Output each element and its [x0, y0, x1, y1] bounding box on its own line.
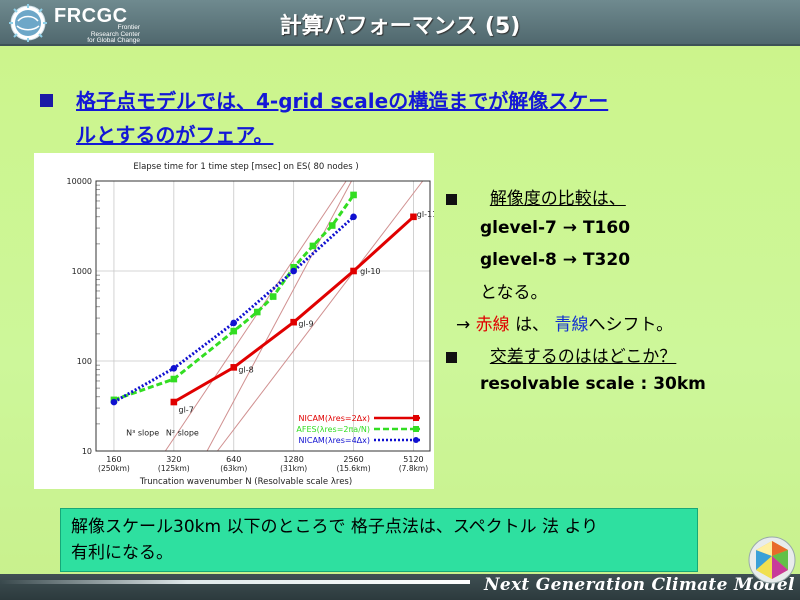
conclusion-line: 解像スケール30km 以下のところで 格子点法は、スペクトル 法 より [71, 517, 599, 537]
comparison-heading-row: 解像度の比較は、 [446, 184, 626, 209]
chart-annotation: N³ slope [126, 429, 159, 438]
footer-text: Next Generation Climate Model [484, 575, 795, 595]
x-tick-sublabel: (7.8km) [399, 464, 429, 473]
chart-annotation: gl-10 [360, 267, 380, 276]
logo-subtitle: Frontier Research Center for Global Chan… [70, 24, 140, 45]
t160-label: T160 [582, 218, 631, 238]
arrow-right-icon: → [562, 218, 578, 238]
series-point [290, 267, 297, 275]
legend-marker [413, 437, 419, 443]
x-tick-sublabel: (125km) [158, 464, 190, 473]
series-point [350, 191, 357, 199]
x-tick-label: 2560 [343, 455, 363, 464]
slope-reference-line [217, 180, 424, 452]
chart-title: Elapse time for 1 time step [msec] on ES… [133, 162, 358, 172]
x-tick-label: 5120 [403, 455, 423, 464]
series-point [350, 267, 357, 275]
series-point [170, 375, 178, 383]
bullet-square-icon [40, 94, 53, 107]
bullet-square-icon [446, 193, 457, 205]
x-tick-sublabel: (31km) [280, 464, 307, 473]
series-point [290, 263, 297, 271]
series-point [269, 293, 277, 300]
series-line [113, 215, 355, 404]
title-bar: FRCGC Frontier Research Center for Globa… [0, 0, 800, 46]
intersection-heading-row: 交差するのははどこか？ [446, 342, 676, 367]
legend-marker [413, 426, 419, 432]
y-tick-label: 100 [77, 357, 92, 366]
glevel8-row: glevel-8 → T320 [480, 250, 630, 270]
x-tick-label: 160 [106, 455, 121, 464]
series-point [230, 327, 238, 335]
icosahedron-logo-icon [748, 536, 796, 584]
y-tick-label: 10000 [67, 177, 92, 186]
logo-sub-line: Frontier [117, 24, 140, 31]
footer-bar [0, 574, 800, 600]
logo-sub-line: Research Center [90, 30, 140, 38]
globe-icon [9, 4, 47, 42]
result-row: となる。 [480, 283, 548, 303]
footer-divider [0, 580, 470, 584]
chart-svg: Elapse time for 1 time step [msec] on ES… [67, 162, 438, 487]
t320-label: T320 [582, 250, 631, 270]
x-tick-label: 1280 [283, 455, 303, 464]
arrow-right-icon: → [562, 250, 578, 270]
legend-label: NICAM(λres=2Δx) [299, 414, 370, 423]
chart-annotation: N² slope [166, 429, 199, 438]
legend-label: AFES(λres=2πa/N) [296, 425, 370, 434]
conclusion-callout: 解像スケール30km 以下のところで 格子点法は、スペクトル 法 より 有利にな… [60, 508, 698, 572]
series-point [328, 222, 336, 229]
frcgc-logo: FRCGC Frontier Research Center for Globa… [8, 3, 158, 45]
shift-mid-text: は、 [515, 315, 550, 335]
plot-frame [95, 180, 431, 452]
shift-end-text: へシフト。 [588, 315, 674, 335]
red-line-label: 赤線 [475, 315, 510, 335]
series-point [170, 364, 178, 372]
x-tick-label: 320 [166, 455, 181, 464]
series-point [410, 213, 417, 221]
y-tick-label: 10 [82, 447, 92, 456]
chart-annotation: gl-9 [298, 320, 313, 329]
chart-annotation: gl-7 [179, 405, 194, 414]
glevel7-label: glevel-7 [480, 218, 557, 238]
series-point [350, 213, 357, 221]
legend-label: NICAM(λres=4Δx) [299, 436, 370, 445]
y-tick-label: 1000 [72, 267, 92, 276]
glevel7-row: glevel-7 → T160 [480, 218, 630, 238]
series-point [290, 318, 297, 326]
chart-annotation: gl-8 [238, 366, 253, 375]
x-tick-sublabel: (15.6km) [336, 464, 370, 473]
chart-xlabel: Truncation wavenumber N (Resolvable scal… [139, 477, 352, 487]
series-point [230, 319, 238, 327]
series-point [253, 308, 261, 316]
comparison-heading: 解像度の比較は、 [489, 189, 626, 209]
performance-chart: Elapse time for 1 time step [msec] on ES… [34, 153, 438, 489]
conclusion-text: 解像スケール30km 以下のところで 格子点法は、スペクトル 法 より 有利にな… [71, 514, 691, 566]
page-title: 計算パフォーマンス (5) [279, 14, 521, 39]
resolvable-scale-text: resolvable scale : 30km [480, 374, 706, 394]
blue-line-label: 青線 [554, 315, 589, 335]
headline-line: 格子点モデルでは、4-grid scaleの構造までが解像スケー [76, 89, 609, 113]
series-point [309, 242, 317, 250]
conclusion-line: 有利になる。 [71, 543, 173, 563]
shift-row: → 赤線 は、 青線へシフト。 [456, 310, 673, 335]
x-tick-sublabel: (63km) [220, 464, 247, 473]
intersection-heading: 交差するのははどこか？ [489, 347, 677, 367]
headline-line: ルとするのがフェア。 [76, 123, 274, 147]
headline-text: 格子点モデルでは、4-grid scaleの構造までが解像スケー ルとするのがフ… [76, 84, 766, 152]
legend-marker [413, 415, 419, 421]
logo-sub-line: for Global Change [87, 37, 140, 44]
series-point [230, 364, 238, 371]
chart-annotation: gl-11 [417, 210, 434, 219]
arrow-right-icon: → [456, 315, 471, 335]
x-tick-sublabel: (250km) [98, 464, 130, 473]
bullet-square-icon [446, 351, 457, 363]
glevel8-label: glevel-8 [480, 250, 557, 270]
logo-text: FRCGC [54, 5, 128, 27]
series-point [170, 398, 178, 406]
series-point [110, 398, 118, 406]
x-tick-label: 640 [226, 455, 241, 464]
slope-reference-line [206, 180, 352, 452]
slope-reference-line [164, 180, 347, 452]
